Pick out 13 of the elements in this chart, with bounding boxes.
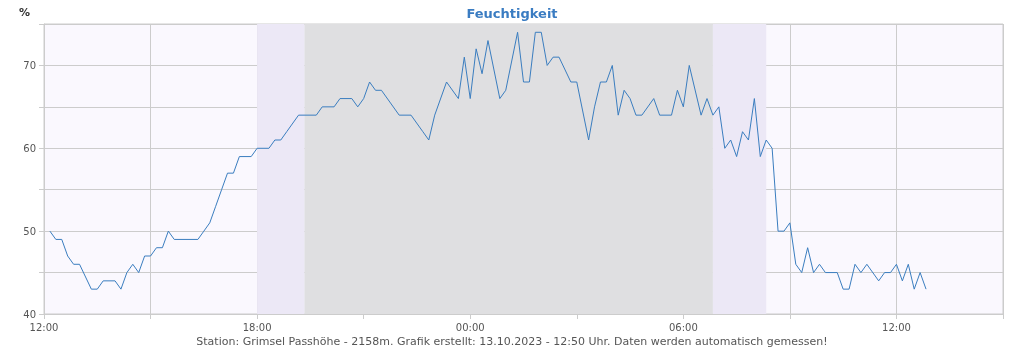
x-tick-label: 12:00 [882,321,911,333]
y-axis-title: % [18,6,30,19]
y-tick-label: 40 [23,308,36,320]
x-tick-label: 00:00 [455,321,485,333]
x-tick-label: 06:00 [668,321,698,333]
x-tick-label: 18:00 [242,321,272,333]
text: Station: Grimsel Passhöhe - 2158m. Grafik erstellt: 13.10.2023 - 12:50 Uhr. Daten werden automatisch gemessen! [196,335,828,348]
line-series [49,31,927,290]
y-tick-label: 60 [23,142,36,154]
y-tick-label: 50 [23,225,36,237]
chart-title: Feuchtigkeit [466,6,558,21]
x-tick-label: 12:00 [29,321,59,333]
y-tick-label: 70 [23,59,36,71]
